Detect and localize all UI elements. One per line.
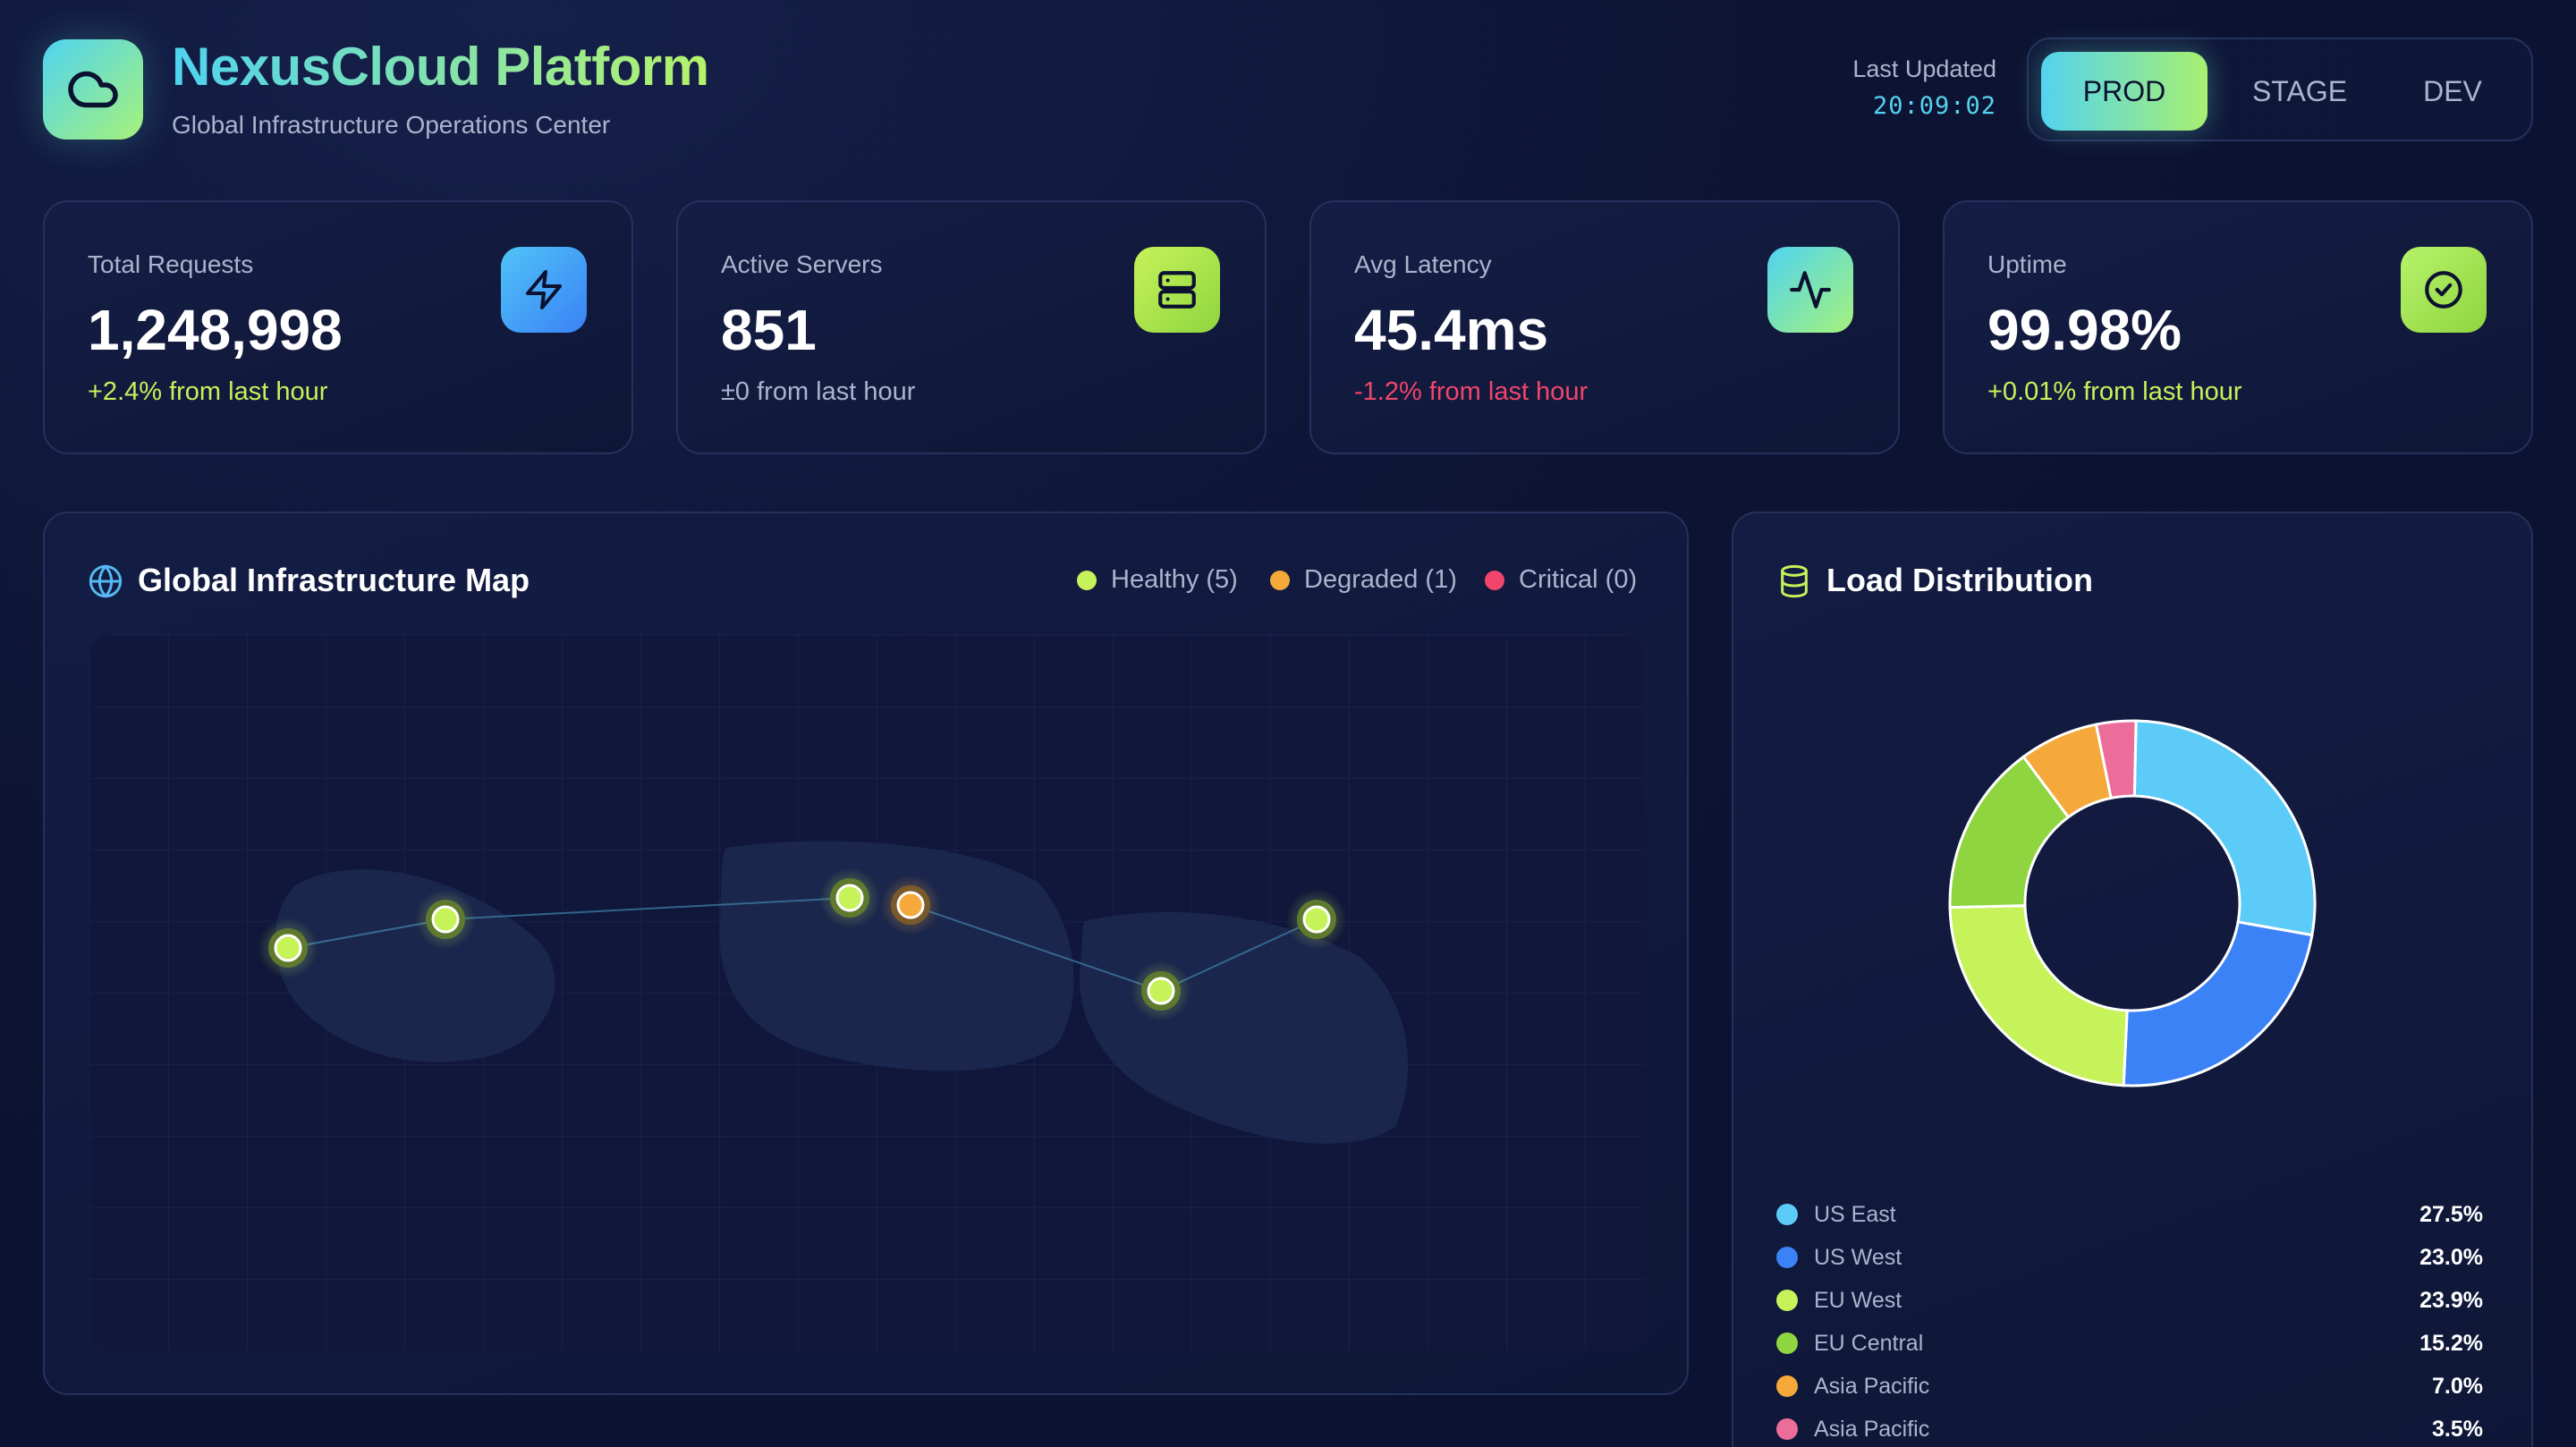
legend-degraded: Degraded (1) <box>1270 565 1457 595</box>
series-dot-icon <box>1776 1247 1798 1268</box>
list-item: US East 27.5% <box>1776 1197 2483 1232</box>
donut-slice-5[interactable] <box>2094 719 2138 800</box>
server-icon <box>1134 247 1220 333</box>
stat-card-total-requests: Total Requests 1,248,998 +2.4% from last… <box>43 200 633 454</box>
stat-value: 99.98% <box>1987 298 2182 362</box>
region-value: 27.5% <box>2419 1201 2483 1227</box>
region-value: 15.2% <box>2419 1330 2483 1356</box>
map-title: Global Infrastructure Map <box>138 562 530 598</box>
legend-critical: Critical (0) <box>1485 565 1637 595</box>
stat-value: 45.4ms <box>1354 298 1549 362</box>
donut-slice-0[interactable] <box>2132 719 2317 937</box>
environment-switcher: PROD STAGE DEV <box>2027 38 2533 141</box>
region-name: EU West <box>1814 1287 1902 1313</box>
server-node[interactable] <box>1286 889 1347 950</box>
lightning-icon <box>501 247 587 333</box>
stat-change: +0.01% from last hour <box>1987 377 2242 406</box>
stat-card-avg-latency: Avg Latency 45.4ms -1.2% from last hour <box>1309 200 1900 454</box>
donut-slice-2[interactable] <box>1948 904 2129 1087</box>
legend-label: Healthy (5) <box>1111 565 1238 594</box>
check-circle-icon <box>2401 247 2487 333</box>
region-value: 23.0% <box>2419 1244 2483 1270</box>
list-item: EU West 23.9% <box>1776 1282 2483 1318</box>
stat-change: ±0 from last hour <box>721 377 916 406</box>
activity-icon <box>1767 247 1853 333</box>
stat-label: Avg Latency <box>1354 250 1492 278</box>
env-button-stage[interactable]: STAGE <box>2251 74 2348 107</box>
stat-change: +2.4% from last hour <box>88 377 328 406</box>
region-name: US East <box>1814 1201 1896 1227</box>
series-dot-icon <box>1776 1375 1798 1397</box>
server-node-degraded[interactable] <box>880 875 941 935</box>
world-map-canvas <box>89 635 1644 1350</box>
series-dot-icon <box>1776 1418 1798 1440</box>
region-value: 23.9% <box>2419 1287 2483 1313</box>
list-item: Asia Pacific 7.0% <box>1776 1368 2483 1404</box>
series-dot-icon <box>1776 1204 1798 1225</box>
app-title: NexusCloud Platform <box>172 37 709 97</box>
load-donut-chart <box>1948 719 2317 1087</box>
list-item: EU Central 15.2% <box>1776 1325 2483 1361</box>
app-subtitle: Global Infrastructure Operations Center <box>172 111 611 139</box>
globe-icon <box>89 564 123 598</box>
list-item: Asia Pacific 3.5% <box>1776 1411 2483 1447</box>
stat-value: 1,248,998 <box>88 298 343 362</box>
stat-label: Uptime <box>1987 250 2067 278</box>
critical-dot-icon <box>1485 570 1504 590</box>
last-updated-label: Last Updated <box>1852 55 1996 82</box>
load-distribution-title: Load Distribution <box>1826 562 2093 598</box>
series-dot-icon <box>1776 1333 1798 1354</box>
list-item: US West 23.0% <box>1776 1240 2483 1275</box>
stat-change: -1.2% from last hour <box>1354 377 1589 406</box>
continent-europe <box>719 841 1074 1071</box>
legend-healthy: Healthy (5) <box>1077 565 1238 595</box>
server-node[interactable] <box>819 867 880 928</box>
cloud-icon <box>68 71 118 108</box>
region-name: Asia Pacific <box>1814 1373 1930 1399</box>
legend-label: Degraded (1) <box>1304 565 1457 594</box>
server-node[interactable] <box>1131 960 1191 1021</box>
database-icon <box>1781 564 1808 598</box>
region-name: US West <box>1814 1244 1902 1270</box>
last-updated: Last Updated 20:09:02 <box>1852 55 1996 120</box>
server-node[interactable] <box>258 918 318 978</box>
app-logo <box>43 39 143 140</box>
stat-card-uptime: Uptime 99.98% +0.01% from last hour <box>1943 200 2533 454</box>
donut-slice-1[interactable] <box>2122 920 2314 1087</box>
healthy-dot-icon <box>1077 570 1097 590</box>
degraded-dot-icon <box>1270 570 1290 590</box>
region-value: 7.0% <box>2432 1373 2483 1399</box>
stat-card-active-servers: Active Servers 851 ±0 from last hour <box>676 200 1267 454</box>
server-node[interactable] <box>415 889 476 950</box>
env-button-dev[interactable]: DEV <box>2423 74 2482 107</box>
stat-label: Active Servers <box>721 250 883 278</box>
region-name: Asia Pacific <box>1814 1416 1930 1442</box>
legend-label: Critical (0) <box>1519 565 1638 594</box>
region-name: EU Central <box>1814 1330 1924 1356</box>
stat-value: 851 <box>721 298 817 362</box>
load-distribution-panel <box>1732 512 2533 1447</box>
env-button-prod[interactable]: PROD <box>2041 52 2207 131</box>
region-value: 3.5% <box>2432 1416 2483 1442</box>
last-updated-time: 20:09:02 <box>1872 92 1996 120</box>
world-map[interactable] <box>89 635 1644 1350</box>
series-dot-icon <box>1776 1290 1798 1311</box>
stat-label: Total Requests <box>88 250 254 278</box>
